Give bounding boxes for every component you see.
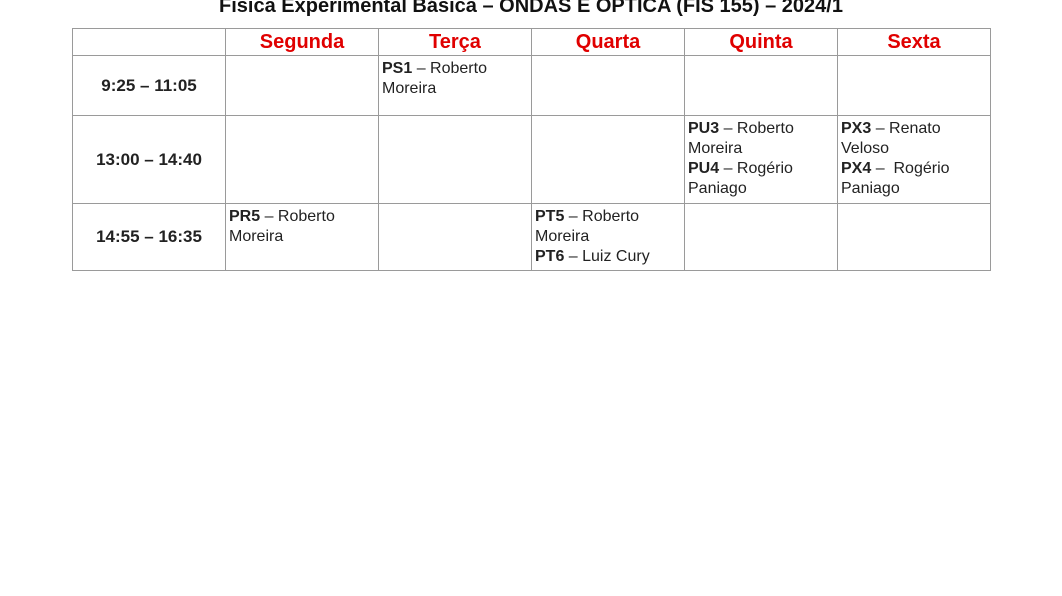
schedule-cell: PU3 – Roberto Moreira PU4 – Rogério Pania… bbox=[684, 115, 838, 204]
class-entry: PX3 – Renato Veloso bbox=[841, 119, 987, 159]
instructor-name: – Rogério Paniago bbox=[688, 160, 798, 197]
class-code: PX3 bbox=[841, 120, 872, 137]
table-row: 13:00 – 14:40 PU3 – Roberto Moreira PU4 – … bbox=[72, 115, 991, 204]
class-entry: PU3 – Roberto Moreira bbox=[688, 119, 834, 159]
schedule-cell bbox=[684, 203, 838, 271]
schedule-cell bbox=[531, 55, 685, 116]
schedule-cell bbox=[225, 115, 379, 204]
page-title: Física Experimental Básica – ONDAS E ÓPT… bbox=[219, 0, 843, 17]
schedule-cell bbox=[531, 115, 685, 204]
class-entry: PT6 – Luiz Cury bbox=[535, 247, 681, 267]
corner-cell bbox=[72, 28, 226, 56]
schedule-cell: PT5 – Roberto Moreira PT6 – Luiz Cury bbox=[531, 203, 685, 271]
day-header: Segunda bbox=[225, 28, 379, 56]
header-row: Segunda Terça Quarta Quinta Sexta bbox=[72, 28, 991, 56]
schedule-cell: PR5 – Roberto Moreira bbox=[225, 203, 379, 271]
class-code: PU3 bbox=[688, 120, 720, 137]
schedule-cell: PX3 – Renato Veloso PX4 – Rogério Paniago bbox=[837, 115, 991, 204]
instructor-name: – Roberto Moreira bbox=[229, 208, 340, 245]
table-row: 9:25 – 11:05 PS1 – Roberto Moreira bbox=[72, 55, 991, 116]
table-row: 14:55 – 16:35 PR5 – Roberto Moreira PT5 – … bbox=[72, 203, 991, 271]
class-entry: PU4 – Rogério Paniago bbox=[688, 159, 834, 199]
schedule-cell bbox=[378, 115, 532, 204]
class-entry: PT5 – Roberto Moreira bbox=[535, 207, 681, 247]
class-entry: PR5 – Roberto Moreira bbox=[229, 207, 375, 247]
class-code: PT5 bbox=[535, 208, 565, 225]
time-slot: 13:00 – 14:40 bbox=[72, 115, 226, 204]
instructor-name: – Rogério Paniago bbox=[841, 160, 954, 197]
class-code: PS1 bbox=[382, 60, 413, 77]
instructor-name: – Roberto Moreira bbox=[688, 120, 799, 157]
time-slot: 14:55 – 16:35 bbox=[72, 203, 226, 271]
class-entry: PX4 – Rogério Paniago bbox=[841, 159, 987, 199]
class-code: PR5 bbox=[229, 208, 261, 225]
schedule-cell bbox=[684, 55, 838, 116]
day-header: Sexta bbox=[837, 28, 991, 56]
class-code: PT6 bbox=[535, 248, 565, 265]
class-entry: PS1 – Roberto Moreira bbox=[382, 59, 528, 99]
day-header: Quinta bbox=[684, 28, 838, 56]
time-slot: 9:25 – 11:05 bbox=[72, 55, 226, 116]
schedule-cell bbox=[837, 55, 991, 116]
schedule-cell bbox=[378, 203, 532, 271]
day-header: Terça bbox=[378, 28, 532, 56]
instructor-name: – Roberto Moreira bbox=[535, 208, 644, 245]
class-code: PU4 bbox=[688, 160, 720, 177]
class-code: PX4 bbox=[841, 160, 872, 177]
instructor-name: – Luiz Cury bbox=[564, 248, 650, 265]
schedule-cell bbox=[837, 203, 991, 271]
schedule-cell bbox=[225, 55, 379, 116]
schedule-table: Segunda Terça Quarta Quinta Sexta 9:25 –… bbox=[72, 28, 991, 271]
day-header: Quarta bbox=[531, 28, 685, 56]
schedule-cell: PS1 – Roberto Moreira bbox=[378, 55, 532, 116]
instructor-name: – Renato Veloso bbox=[841, 120, 946, 157]
instructor-name: – Roberto Moreira bbox=[382, 60, 492, 97]
